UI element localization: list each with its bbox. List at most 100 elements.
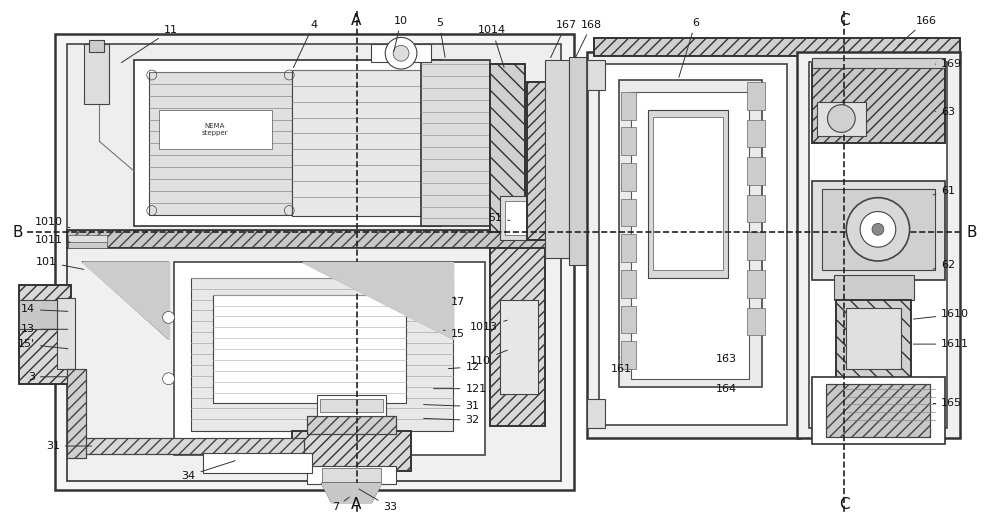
Text: 169: 169 [935,59,962,69]
Bar [19,300,57,329]
Text: 168: 168 [575,19,602,58]
Text: 31: 31 [424,402,479,412]
Bar [812,181,945,280]
Bar [421,60,490,226]
Bar [67,248,561,481]
Bar [55,35,574,490]
Text: 32: 32 [424,415,479,425]
Bar [812,64,945,143]
Text: 12: 12 [448,362,479,372]
Bar [89,40,104,52]
Bar [747,232,765,260]
Text: 121: 121 [434,384,486,394]
Bar [159,110,272,149]
Circle shape [872,223,884,235]
Bar [307,416,396,434]
Bar [307,466,396,484]
Bar [490,64,525,232]
Bar [826,384,930,437]
Bar [134,60,441,226]
Text: 33: 33 [359,489,397,513]
Bar [67,369,86,458]
Text: 1011: 1011 [35,235,70,245]
Text: 1010: 1010 [35,218,70,228]
Bar [812,58,945,68]
Bar [68,242,107,248]
Bar [812,64,945,143]
Bar [307,416,396,434]
Bar [292,431,411,471]
Bar [621,341,636,369]
Bar [174,262,485,455]
Bar [826,384,930,437]
Text: 1611: 1611 [913,339,969,349]
Text: NEMA
stepper: NEMA stepper [202,123,228,136]
Bar [57,298,75,369]
Bar [834,275,914,300]
Bar [621,270,636,298]
Bar [747,195,765,222]
Bar [621,92,636,120]
Bar [292,431,411,471]
Bar [653,117,723,270]
Bar [545,60,569,258]
Text: B: B [967,225,977,240]
Bar [846,308,901,369]
Text: 31: 31 [46,441,92,451]
Bar [631,92,749,379]
Text: 163: 163 [716,354,737,364]
Text: 6: 6 [679,18,699,77]
Bar [68,235,107,247]
Circle shape [385,38,417,69]
Bar [621,234,636,262]
Bar [191,278,453,431]
Bar [621,199,636,226]
Bar [619,80,762,386]
Text: 7: 7 [332,497,349,513]
Bar [587,399,605,428]
Text: 101: 101 [36,257,84,269]
Bar [203,453,312,473]
Bar [322,468,381,482]
Bar [747,308,765,335]
Bar [527,82,566,240]
Bar [213,294,406,403]
Text: C: C [839,497,850,513]
Bar [621,305,636,333]
Bar [587,60,605,90]
Text: 15: 15 [443,329,465,339]
Text: 1014: 1014 [478,26,506,67]
Text: 110: 110 [470,350,507,366]
Text: A: A [351,497,362,513]
Bar [812,377,945,444]
Bar [594,38,960,56]
Text: 63: 63 [935,107,955,117]
Text: 10: 10 [394,16,408,52]
Circle shape [163,373,174,385]
Bar [621,163,636,191]
Bar [149,72,292,215]
Bar [490,64,525,232]
Text: 13: 13 [21,324,68,334]
Text: 17: 17 [451,297,465,306]
Polygon shape [302,262,453,339]
Bar [809,62,947,428]
Text: 34: 34 [181,461,235,481]
Bar [569,57,587,265]
Text: 166: 166 [898,16,937,46]
Bar [822,189,935,270]
Bar [320,399,383,412]
Text: 61: 61 [933,186,955,196]
Bar [817,101,866,137]
Bar [19,285,71,384]
Circle shape [846,198,910,261]
Bar [587,52,800,438]
Bar [747,82,765,110]
Text: 15': 15' [18,339,68,349]
Text: 167: 167 [551,19,577,58]
Bar [594,38,960,56]
Text: 62: 62 [933,260,955,270]
Bar [836,300,911,379]
Text: 14: 14 [21,304,68,314]
Bar [621,128,636,155]
